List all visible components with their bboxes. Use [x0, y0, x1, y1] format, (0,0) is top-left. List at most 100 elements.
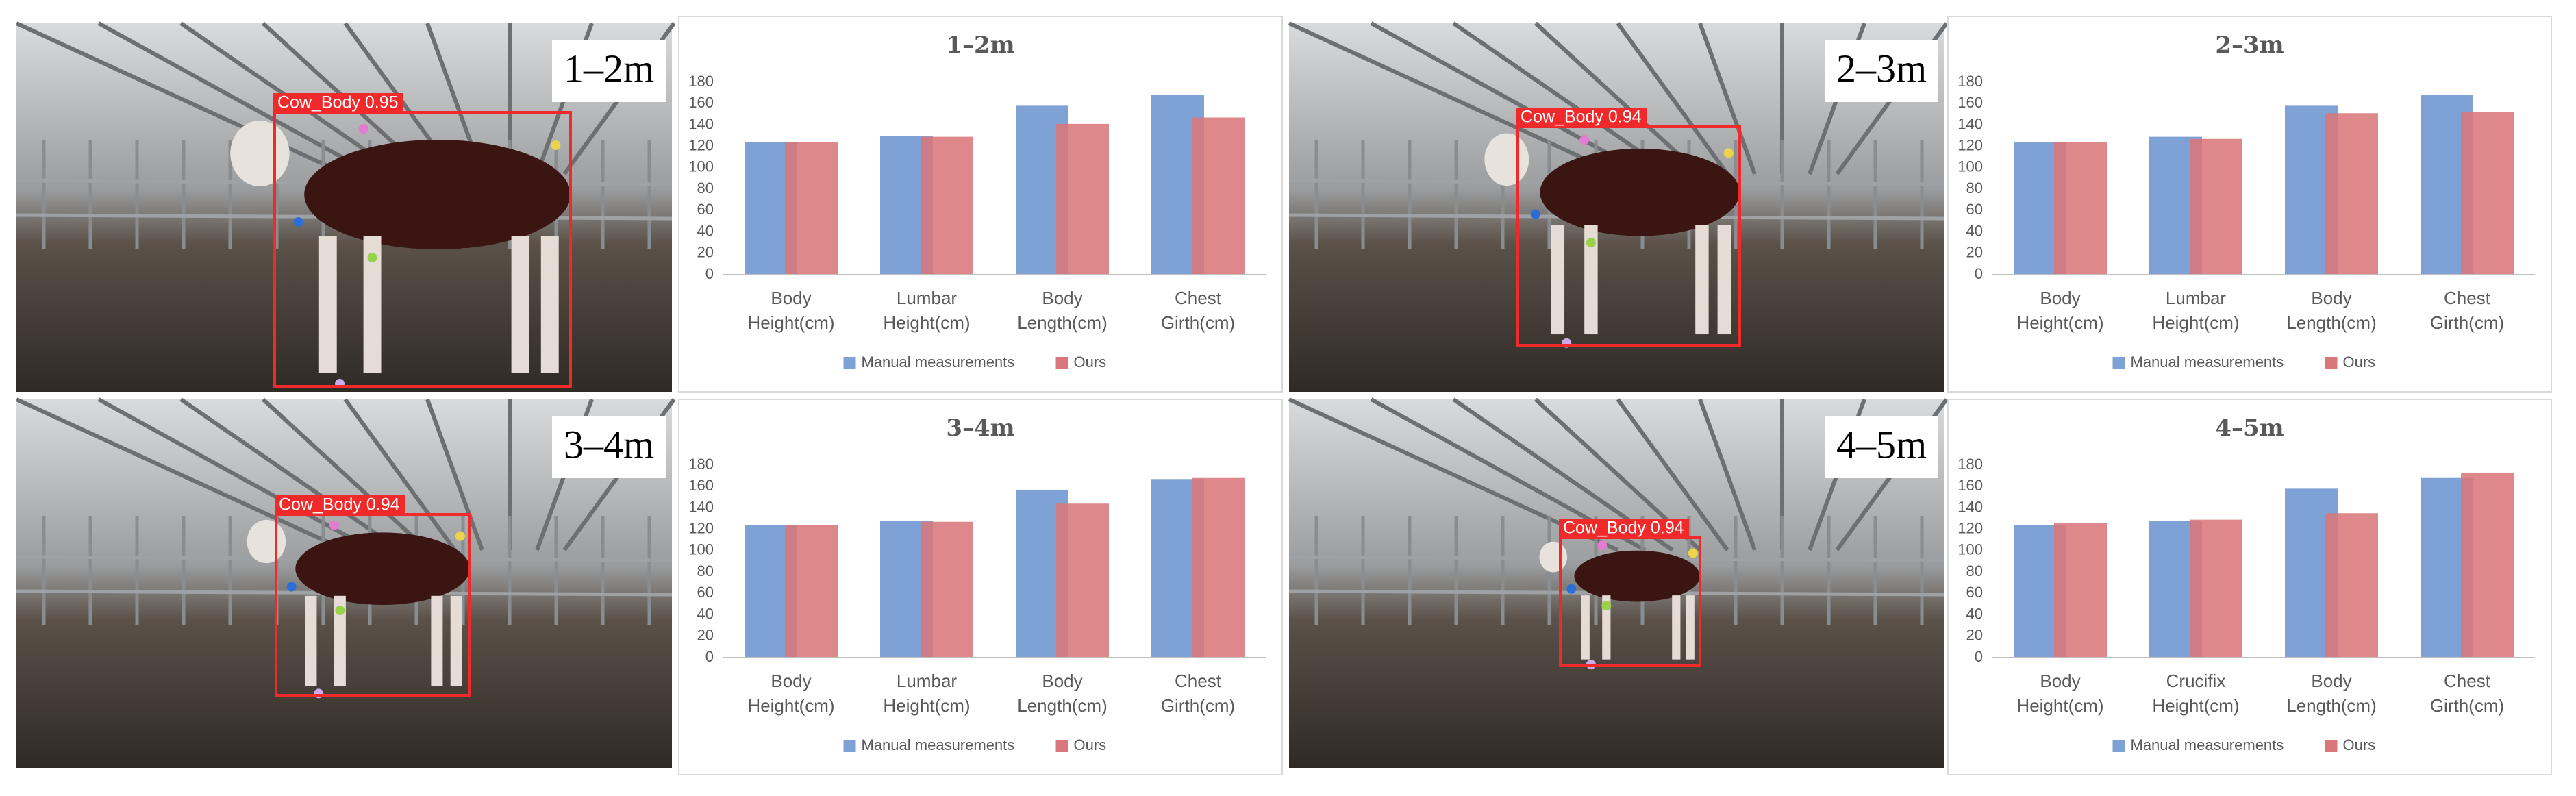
legend-label: Manual measurements — [2131, 353, 2284, 371]
cow-body — [1574, 550, 1700, 602]
x-tick-label-box: Body Height(cm) — [2016, 288, 2104, 333]
x-tick-label-box: Lumbar Height(cm) — [883, 671, 971, 716]
x-tick-label: Crucifix Height(cm) — [2152, 671, 2240, 716]
x-tick-label-box: Crucifix Height(cm) — [2152, 671, 2240, 716]
detection-label: Cow_Body 0.95 — [277, 93, 399, 112]
roof-beam — [1698, 398, 1757, 551]
x-tick-label-box: Body Height(cm) — [747, 288, 835, 333]
roof-beam — [1288, 21, 1619, 176]
cow-leg — [1672, 595, 1681, 660]
y-tick-label: 0 — [1975, 648, 1983, 665]
chart: 4–5m 0 20 40 60 80 100 120 140 160 180 Body Height(… — [1947, 399, 2552, 775]
y-tick-label: 180 — [1958, 456, 1983, 473]
x-tick-label-box: Lumbar Height(cm) — [2152, 288, 2239, 333]
chart-title: 2–3m — [2215, 32, 2284, 59]
bar — [785, 525, 838, 658]
x-tick-label: Body Height(cm) — [747, 671, 835, 716]
cow-body — [1540, 148, 1740, 236]
legend-swatch — [843, 740, 856, 752]
bar — [2190, 519, 2242, 658]
label-background — [273, 93, 403, 112]
cow-leg — [540, 236, 559, 373]
distance-label: 2–3m — [1836, 46, 1927, 90]
keypoint — [314, 688, 324, 699]
photo: Cow_Body 0.95 1–2m — [15, 21, 676, 392]
bar — [1056, 123, 1109, 275]
roof-beam — [15, 21, 347, 176]
keypoint — [455, 531, 465, 541]
y-tick-label: 40 — [697, 605, 714, 622]
y-tick-label: 40 — [1966, 605, 1983, 622]
x-tick-label: Body Length(cm) — [2286, 671, 2377, 716]
x-tick-label: Body Length(cm) — [1017, 288, 1108, 333]
cow-body — [304, 140, 571, 249]
photo: Cow_Body 0.94 4–5m — [1288, 397, 1949, 768]
bar — [1192, 117, 1245, 275]
roof-beam — [1616, 398, 1729, 551]
x-tick-label: Body Height(cm) — [747, 288, 835, 333]
x-tick-label: Chest Girth(cm) — [2429, 288, 2505, 333]
roof-beam — [261, 397, 429, 552]
x-tick-label-box: Body Length(cm) — [1017, 288, 1108, 333]
x-tick-label: Chest Girth(cm) — [1160, 288, 1236, 333]
cow-leg — [1717, 225, 1731, 335]
y-tick-label: 60 — [697, 201, 714, 218]
distance-label: 1–2m — [564, 46, 654, 90]
x-tick-label: Body Height(cm) — [2016, 288, 2104, 333]
bounding-box — [273, 111, 572, 388]
x-tick-label-box: Chest Girth(cm) — [2429, 288, 2505, 333]
roof-beam — [97, 21, 374, 176]
chart-title: 1–2m — [946, 32, 1014, 59]
legend-label: Manual measurements — [862, 353, 1015, 371]
cow-head — [247, 519, 286, 564]
bar — [785, 142, 838, 275]
y-tick-label: 60 — [697, 584, 714, 601]
roof-beam — [1370, 21, 1647, 176]
chart-title: 3–4m — [946, 414, 1014, 442]
cow-body — [295, 532, 470, 605]
cow-leg — [1581, 595, 1590, 660]
y-tick-label: 160 — [1958, 477, 1983, 494]
x-tick-label-box: Chest Girth(cm) — [2430, 671, 2504, 716]
y-tick-label: 40 — [1966, 222, 1983, 239]
keypoint — [329, 520, 339, 530]
y-tick-label: 180 — [688, 456, 714, 473]
legend-label: Ours — [1074, 736, 1107, 754]
photo: Cow_Body 0.94 2–3m — [1288, 21, 1949, 392]
y-tick-label: 160 — [688, 477, 714, 494]
cow-leg — [318, 236, 337, 373]
y-tick-label: 80 — [697, 562, 714, 580]
y-tick-label: 100 — [688, 158, 714, 175]
cow-leg — [1686, 595, 1695, 660]
keypoint — [1597, 540, 1608, 551]
distance-box — [1825, 40, 1938, 102]
cow-leg — [1584, 225, 1598, 335]
x-tick-label: Lumbar Height(cm) — [883, 671, 971, 716]
bar — [2054, 523, 2107, 658]
x-tick-label: Lumbar Height(cm) — [883, 288, 971, 333]
roof-beam — [343, 398, 457, 551]
cow-head — [1539, 541, 1568, 573]
keypoint — [1586, 238, 1596, 248]
y-tick-label: 140 — [1958, 115, 1983, 132]
keypoint — [293, 217, 303, 227]
x-tick-label-box: Chest Girth(cm) — [1161, 671, 1235, 716]
bar — [921, 136, 973, 275]
legend-swatch — [1055, 357, 1068, 369]
y-tick-label: 120 — [1958, 519, 1983, 536]
cow-leg — [1551, 225, 1565, 335]
label-background — [275, 495, 405, 514]
y-tick-label: 20 — [697, 244, 714, 261]
y-tick-label: 140 — [688, 498, 714, 515]
y-tick-label: 160 — [1958, 94, 1983, 111]
y-tick-label: 60 — [1966, 584, 1983, 601]
roof-beam — [1616, 22, 1729, 175]
cow-leg — [511, 236, 529, 373]
bar — [2325, 113, 2378, 275]
roof-beam — [179, 397, 401, 552]
legend-swatch — [2325, 740, 2338, 752]
legend-swatch — [843, 357, 856, 369]
legend-swatch — [2112, 357, 2125, 369]
y-tick-label: 80 — [1966, 562, 1983, 580]
chart: 2–3m 0 20 40 60 80 100 120 140 160 180 Body Height(… — [1947, 16, 2552, 393]
